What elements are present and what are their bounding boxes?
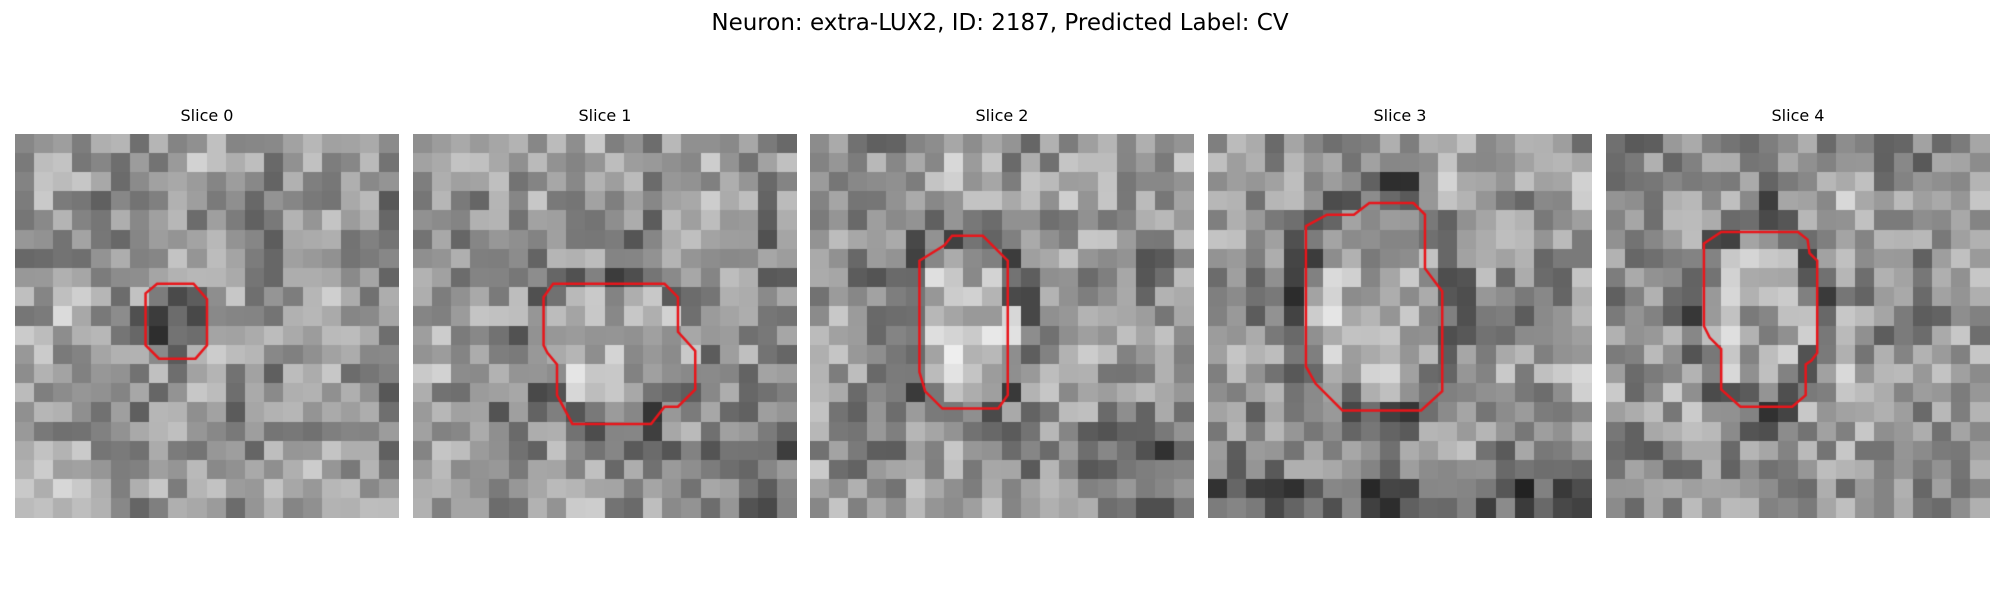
figure-title: Neuron: extra-LUX2, ID: 2187, Predicted … <box>711 10 1289 36</box>
slice-title-1: Slice 1 <box>578 106 632 125</box>
slice-panel-1: Slice 1 <box>413 106 797 518</box>
slice-panel-3: Slice 3 <box>1208 106 1592 518</box>
slice-panel-4: Slice 4 <box>1606 106 1990 518</box>
slice-title-0: Slice 0 <box>180 106 234 125</box>
slice-title-2: Slice 2 <box>975 106 1029 125</box>
slice-image-0 <box>15 134 399 518</box>
slice-image-4 <box>1606 134 1990 518</box>
slice-panel-2: Slice 2 <box>810 106 1194 518</box>
slice-image-3 <box>1208 134 1592 518</box>
slice-title-3: Slice 3 <box>1373 106 1427 125</box>
slice-image-2 <box>810 134 1194 518</box>
slice-title-4: Slice 4 <box>1771 106 1825 125</box>
slice-panel-0: Slice 0 <box>15 106 399 518</box>
slice-image-1 <box>413 134 797 518</box>
